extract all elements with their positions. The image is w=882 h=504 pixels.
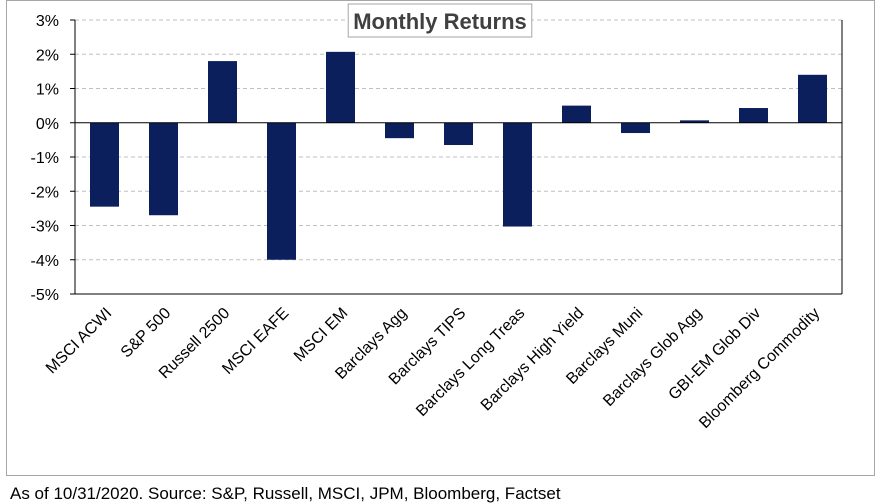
bar <box>562 105 591 123</box>
x-category-label: MSCI ACWI <box>43 305 115 377</box>
chart-title-group: Monthly Returns <box>347 3 533 38</box>
x-category-label: Barclays High Yield <box>478 305 587 414</box>
bar <box>385 122 414 139</box>
x-category-label: S&P 500 <box>118 305 175 362</box>
bar <box>149 122 178 216</box>
bar <box>326 51 355 123</box>
bar <box>680 120 709 123</box>
bar <box>739 108 768 123</box>
bar <box>798 74 827 123</box>
y-tick-label: -5% <box>31 287 59 304</box>
y-tick-label: 3% <box>36 13 59 30</box>
y-tick-label: -4% <box>31 253 59 270</box>
y-tick-label: -2% <box>31 184 59 201</box>
y-tick-label: 1% <box>36 82 59 99</box>
bars <box>90 51 827 260</box>
y-tick-label: -1% <box>31 150 59 167</box>
y-tick-label: 2% <box>36 47 59 64</box>
bar <box>503 122 532 227</box>
x-category-label: MSCI EM <box>291 305 351 365</box>
source-note: As of 10/31/2020. Source: S&P, Russell, … <box>10 484 561 503</box>
y-tick-label: -3% <box>31 219 59 236</box>
chart-title: Monthly Returns <box>353 9 527 34</box>
bar <box>90 122 119 207</box>
monthly-returns-chart: 3% 2% 1% 0% -1% -2% -3% -4% -5% MSCI ACWI S&P 500… <box>31 3 843 432</box>
x-category-label: Barclays Long Treas <box>413 305 528 420</box>
y-tick-label: 0% <box>36 116 59 133</box>
chart-title-box <box>347 3 533 38</box>
axes <box>74 20 843 295</box>
bar <box>444 122 473 146</box>
bar <box>208 61 237 123</box>
gridlines <box>75 19 842 295</box>
bar <box>267 122 296 260</box>
x-category-label: Barclays Glob Agg <box>600 305 705 410</box>
bar <box>621 122 650 134</box>
y-axis-ticks: 3% 2% 1% 0% -1% -2% -3% -4% -5% <box>31 13 75 304</box>
x-category-label: Bloomberg Commodity <box>696 305 823 432</box>
chart-frame <box>6 0 875 476</box>
